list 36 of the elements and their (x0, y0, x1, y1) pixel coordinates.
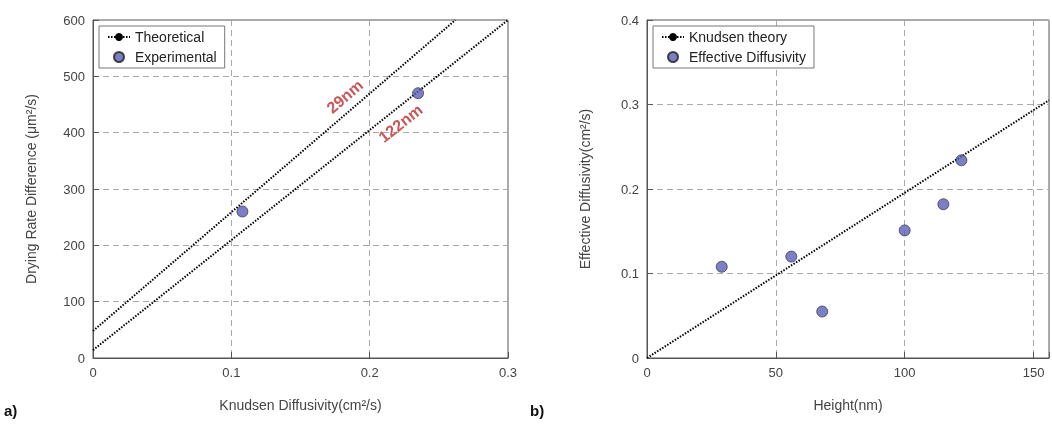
x-tick-label: 0.3 (498, 365, 518, 380)
point (955, 154, 968, 167)
x-tick-label: 0 (643, 365, 651, 380)
legend-label: Theoretical (135, 29, 205, 45)
point (816, 305, 829, 318)
x-tick-label: 0.1 (222, 365, 241, 380)
x-tick-label: 0.2 (360, 365, 379, 380)
y-tick-label: 0.3 (620, 97, 639, 112)
point (898, 224, 911, 237)
text: b) (530, 402, 545, 419)
y-tick-label: 0.2 (620, 181, 639, 197)
y-tick-label: 600 (63, 12, 85, 28)
x-tick-label: 100 (893, 365, 916, 380)
y-tick-label: 100 (63, 294, 85, 310)
x-axis-title: Height(nm) (813, 397, 883, 413)
x-axis-title: Knudsen Diffusivity(cm²/s) (219, 397, 382, 413)
y-tick-label: 300 (63, 181, 85, 197)
legend-label: Effective Diffusivity (689, 49, 806, 65)
x-tick-label: 0 (89, 365, 97, 380)
y-tick-label: 0.4 (620, 12, 639, 28)
y-tick-label: 400 (63, 125, 85, 141)
y-tick-label: 0 (631, 350, 639, 366)
x-tick-label: 150 (1022, 365, 1045, 380)
x-tick-label: 50 (768, 365, 784, 380)
text: a) (4, 402, 18, 419)
legend-label: Experimental (135, 49, 217, 65)
point (785, 250, 798, 263)
point (937, 198, 950, 211)
y-tick-label: 500 (63, 68, 85, 84)
y-tick-label: 200 (63, 237, 85, 253)
y-tick-label: 0.1 (620, 266, 639, 281)
y-axis-title: Drying Rate Difference (μm²/s) (23, 94, 39, 284)
y-tick-label: 0 (77, 350, 85, 366)
legend-label: Knudsen theory (689, 29, 788, 45)
y-axis-title: Effective Diffusivity(cm²/s) (577, 108, 593, 270)
point (715, 260, 728, 273)
